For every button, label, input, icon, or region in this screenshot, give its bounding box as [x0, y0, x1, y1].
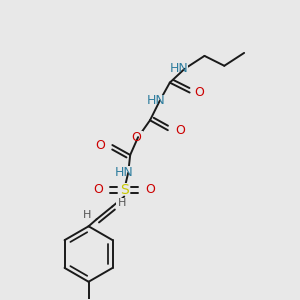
Text: HN: HN [115, 166, 134, 179]
Text: O: O [94, 183, 103, 196]
FancyBboxPatch shape [81, 210, 92, 220]
Text: O: O [131, 130, 141, 144]
Text: O: O [195, 86, 205, 99]
FancyBboxPatch shape [173, 124, 187, 136]
FancyBboxPatch shape [129, 131, 143, 143]
Text: HN: HN [169, 62, 188, 75]
Text: S: S [120, 183, 129, 196]
Text: O: O [145, 183, 155, 196]
Text: H: H [118, 197, 126, 208]
FancyBboxPatch shape [112, 166, 136, 179]
Text: HN: HN [147, 94, 165, 107]
FancyBboxPatch shape [94, 139, 107, 151]
FancyBboxPatch shape [142, 94, 166, 106]
FancyBboxPatch shape [193, 87, 206, 98]
FancyBboxPatch shape [92, 184, 105, 196]
Text: O: O [175, 124, 185, 137]
FancyBboxPatch shape [116, 198, 128, 208]
Text: H: H [82, 210, 91, 220]
FancyBboxPatch shape [116, 183, 132, 196]
FancyBboxPatch shape [166, 63, 188, 75]
Text: O: O [95, 139, 105, 152]
FancyBboxPatch shape [143, 184, 157, 196]
